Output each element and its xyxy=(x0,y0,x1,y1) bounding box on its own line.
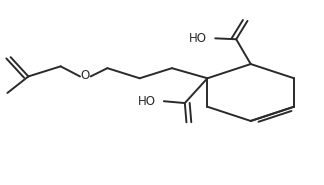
Text: HO: HO xyxy=(138,95,156,108)
Text: O: O xyxy=(80,69,89,82)
Text: HO: HO xyxy=(189,32,207,45)
